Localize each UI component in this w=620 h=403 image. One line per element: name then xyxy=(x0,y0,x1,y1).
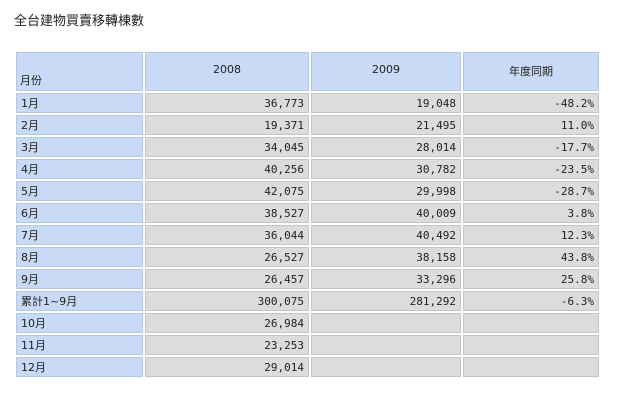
yoy-cell xyxy=(463,313,599,333)
month-cell: 3月 xyxy=(16,137,143,157)
header-2008: 2008 xyxy=(145,52,309,91)
month-cell: 1月 xyxy=(16,93,143,113)
table-row: 6月 38,527 40,009 3.8% xyxy=(16,203,599,223)
yoy-cell: -23.5% xyxy=(463,159,599,179)
table-row: 9月 26,457 33,296 25.8% xyxy=(16,269,599,289)
yoy-cell: 11.0% xyxy=(463,115,599,135)
yoy-cell: -6.3% xyxy=(463,291,599,311)
value-2008-cell: 26,527 xyxy=(145,247,309,267)
table-row: 10月 26,984 xyxy=(16,313,599,333)
value-2009-cell: 40,009 xyxy=(311,203,461,223)
value-2009-cell xyxy=(311,335,461,355)
table-header-row: 月份 2008 2009 年度同期 xyxy=(16,52,599,91)
value-2009-cell: 33,296 xyxy=(311,269,461,289)
yoy-cell: -48.2% xyxy=(463,93,599,113)
yoy-cell: 43.8% xyxy=(463,247,599,267)
yoy-cell: 3.8% xyxy=(463,203,599,223)
value-2008-cell: 29,014 xyxy=(145,357,309,377)
table-row: 12月 29,014 xyxy=(16,357,599,377)
yoy-cell: -28.7% xyxy=(463,181,599,201)
month-cell: 8月 xyxy=(16,247,143,267)
value-2008-cell: 34,045 xyxy=(145,137,309,157)
page-title: 全台建物買賣移轉棟數 xyxy=(14,14,145,29)
value-2009-cell: 40,492 xyxy=(311,225,461,245)
table-body: 1月 36,773 19,048 -48.2% 2月 19,371 21,495 11.0% 3… xyxy=(16,93,599,377)
yoy-cell xyxy=(463,357,599,377)
yoy-cell: 12.3% xyxy=(463,225,599,245)
value-2008-cell: 38,527 xyxy=(145,203,309,223)
value-2008-cell: 42,075 xyxy=(145,181,309,201)
header-2009: 2009 xyxy=(311,52,461,91)
month-cell: 10月 xyxy=(16,313,143,333)
value-2008-cell: 40,256 xyxy=(145,159,309,179)
table-row: 8月 26,527 38,158 43.8% xyxy=(16,247,599,267)
value-2008-cell: 300,075 xyxy=(145,291,309,311)
value-2009-cell: 30,782 xyxy=(311,159,461,179)
header-month: 月份 xyxy=(16,52,143,91)
month-cell: 4月 xyxy=(16,159,143,179)
header-yoy: 年度同期 xyxy=(463,52,599,91)
month-cell: 6月 xyxy=(16,203,143,223)
value-2008-cell: 19,371 xyxy=(145,115,309,135)
month-cell: 9月 xyxy=(16,269,143,289)
table-row: 3月 34,045 28,014 -17.7% xyxy=(16,137,599,157)
yoy-cell: 25.8% xyxy=(463,269,599,289)
table-row: 累計1~9月 300,075 281,292 -6.3% xyxy=(16,291,599,311)
table-row: 2月 19,371 21,495 11.0% xyxy=(16,115,599,135)
month-cell: 2月 xyxy=(16,115,143,135)
table-row: 11月 23,253 xyxy=(16,335,599,355)
month-cell: 11月 xyxy=(16,335,143,355)
value-2009-cell: 19,048 xyxy=(311,93,461,113)
value-2009-cell: 28,014 xyxy=(311,137,461,157)
transfer-table: 月份 2008 2009 年度同期 1月 36,773 19,048 -48.2% 2月… xyxy=(14,50,601,379)
month-cell: 累計1~9月 xyxy=(16,291,143,311)
value-2008-cell: 23,253 xyxy=(145,335,309,355)
value-2009-cell: 281,292 xyxy=(311,291,461,311)
table-row: 4月 40,256 30,782 -23.5% xyxy=(16,159,599,179)
month-cell: 5月 xyxy=(16,181,143,201)
value-2009-cell: 21,495 xyxy=(311,115,461,135)
value-2009-cell: 38,158 xyxy=(311,247,461,267)
table-row: 1月 36,773 19,048 -48.2% xyxy=(16,93,599,113)
value-2008-cell: 26,457 xyxy=(145,269,309,289)
table-row: 7月 36,044 40,492 12.3% xyxy=(16,225,599,245)
month-cell: 12月 xyxy=(16,357,143,377)
table-row: 5月 42,075 29,998 -28.7% xyxy=(16,181,599,201)
value-2008-cell: 36,773 xyxy=(145,93,309,113)
value-2009-cell xyxy=(311,313,461,333)
yoy-cell xyxy=(463,335,599,355)
value-2009-cell: 29,998 xyxy=(311,181,461,201)
month-cell: 7月 xyxy=(16,225,143,245)
value-2009-cell xyxy=(311,357,461,377)
value-2008-cell: 26,984 xyxy=(145,313,309,333)
yoy-cell: -17.7% xyxy=(463,137,599,157)
value-2008-cell: 36,044 xyxy=(145,225,309,245)
